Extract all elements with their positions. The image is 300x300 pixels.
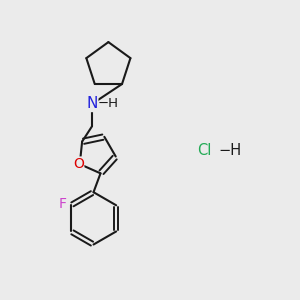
Text: −H: −H <box>218 142 242 158</box>
Text: F: F <box>58 197 67 211</box>
Text: N: N <box>86 96 98 111</box>
Text: Cl: Cl <box>198 142 212 158</box>
Text: −H: −H <box>98 98 118 110</box>
Text: O: O <box>73 157 84 171</box>
